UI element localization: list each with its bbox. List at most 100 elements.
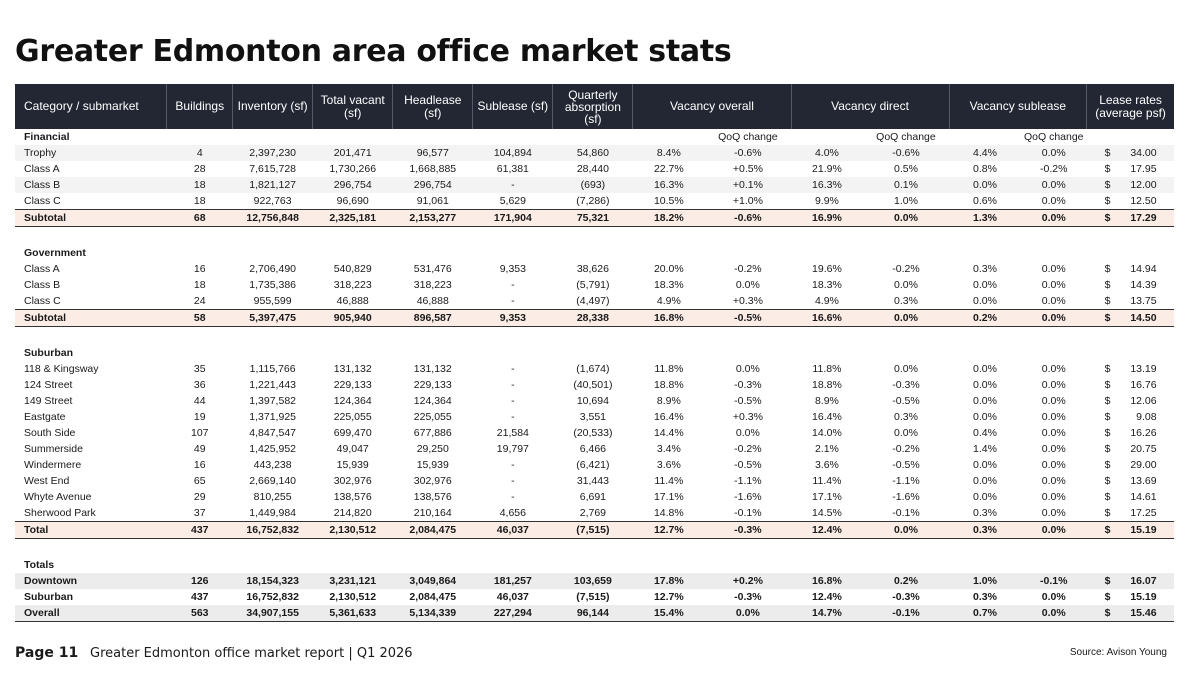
- cell-headlease: 531,476: [392, 261, 473, 277]
- table-row: Whyte Avenue 29 810,255 138,576 138,576-6,69…: [15, 489, 1174, 505]
- empty-cell: [167, 245, 233, 261]
- market-stats-table: Category / submarket Buildings Inventory…: [15, 84, 1174, 622]
- empty-cell: [633, 245, 705, 261]
- currency-symbol: $: [1104, 379, 1111, 391]
- cell-vacancy-overall: 18.3%: [653, 279, 684, 291]
- cell-lease-rate: $34.00: [1086, 145, 1174, 161]
- empty-cell: [393, 245, 473, 261]
- empty-cell: [705, 245, 791, 261]
- header-inventory: Inventory (sf): [232, 84, 313, 129]
- cell-vacancy-sublease-qoq: 0.0%: [1041, 591, 1066, 603]
- cell-absorption: 10,694: [552, 393, 633, 409]
- cell-vacancy-overall-qoq: -0.6%: [704, 209, 791, 227]
- cell-sublease: -: [472, 177, 553, 193]
- cell-vacancy-overall-qoq: -1.1%: [734, 475, 762, 487]
- cell-vacancy-overall-qoq: +0.1%: [704, 177, 791, 193]
- cell-vacancy-overall: 10.5%: [632, 193, 705, 210]
- cell-headlease: 5,134,339: [392, 605, 473, 622]
- cell-vacancy-overall-qoq: -1.6%: [704, 489, 791, 505]
- cell-vacancy-sublease: 0.3%: [973, 591, 997, 603]
- empty-cell: [167, 129, 233, 145]
- cell-vacancy-direct-qoq: 0.0%: [862, 361, 950, 377]
- cell-sublease: -: [472, 457, 553, 473]
- currency-symbol: $: [1104, 575, 1111, 587]
- cell-lease-rate: $13.19: [1086, 361, 1174, 377]
- cell-vacancy-direct-qoq: 0.2%: [862, 573, 950, 589]
- cell-vacancy-overall: 16.4%: [653, 411, 684, 423]
- cell-vacancy-overall: 22.7%: [632, 161, 705, 177]
- cell-lease-rate: $16.07: [1086, 573, 1174, 589]
- cell-lease-rate: $13.69: [1087, 473, 1174, 489]
- cell-label: Eastgate: [24, 411, 66, 423]
- cell-label: Suburban: [24, 591, 73, 603]
- cell-lease-rate: $14.50: [1086, 309, 1174, 327]
- cell-vacancy-overall-qoq: -0.3%: [704, 521, 791, 539]
- cell-vacancy-sublease: 0.6%: [949, 193, 1021, 210]
- cell-lease-rate: $13.75: [1086, 293, 1174, 310]
- cell-headlease: 96,577: [392, 145, 473, 161]
- cell-buildings: 563: [166, 605, 233, 622]
- cell-lease-rate: $14.61: [1086, 489, 1174, 505]
- cell-vacancy-sublease: 0.0%: [949, 489, 1021, 505]
- lease-rate-value: 12.00: [1130, 179, 1157, 191]
- empty-cell: [553, 557, 633, 573]
- lease-rate-value: 14.39: [1130, 279, 1157, 291]
- cell-total-vacant: 49,047: [336, 443, 369, 455]
- cell-absorption: 28,338: [552, 309, 633, 327]
- cell-vacancy-sublease: 0.8%: [949, 161, 1021, 177]
- cell-label: West End: [24, 475, 70, 487]
- empty-cell: [473, 557, 553, 573]
- cell-vacancy-sublease: 1.4%: [973, 443, 997, 455]
- empty-cell: [553, 245, 633, 261]
- currency-symbol: $: [1104, 163, 1111, 175]
- cell-vacancy-overall-qoq: 0.0%: [704, 361, 791, 377]
- cell-vacancy-sublease-qoq: 0.0%: [1020, 309, 1087, 327]
- cell-total-vacant: 229,133: [333, 379, 372, 391]
- cell-label: Subtotal: [15, 309, 167, 327]
- empty-cell: QoQ change: [1021, 129, 1087, 145]
- cell-sublease: -: [472, 361, 553, 377]
- lease-rate-value: 9.08: [1136, 411, 1157, 423]
- cell-vacancy-direct: 4.0%: [791, 145, 863, 161]
- cell-buildings: 37: [193, 507, 206, 519]
- cell-vacancy-direct-qoq: -0.1%: [892, 507, 920, 519]
- section-heading: Government: [24, 247, 86, 259]
- cell-vacancy-direct: 11.8%: [791, 361, 863, 377]
- header-vacancy-sublease: Vacancy sublease: [948, 84, 1087, 129]
- table-row: Summerside 49 1,425,952 49,047 29,250 19,797 6…: [15, 441, 1174, 457]
- cell-vacancy-sublease-qoq: -0.1%: [1020, 573, 1087, 589]
- cell-lease-rate: $15.19: [1087, 589, 1174, 605]
- cell-vacancy-overall: 11.4%: [654, 475, 684, 487]
- cell-vacancy-direct: 17.1%: [791, 489, 863, 505]
- currency-symbol: $: [1104, 491, 1111, 503]
- cell-buildings: 16: [166, 261, 233, 277]
- cell-vacancy-overall-qoq: +1.0%: [704, 193, 791, 210]
- cell-vacancy-sublease-qoq: 0.0%: [1041, 411, 1066, 423]
- empty-cell: [473, 129, 553, 145]
- cell-absorption: (40,501): [573, 379, 613, 391]
- cell-total-vacant: 1,730,266: [312, 161, 393, 177]
- empty-cell: [1087, 245, 1174, 261]
- lease-rate-value: 15.46: [1130, 607, 1157, 619]
- empty-cell: [313, 345, 393, 361]
- cell-label: Class C: [15, 193, 167, 210]
- table-row: Class A 16 2,706,490 540,829 531,476 9,353 38,…: [15, 261, 1174, 277]
- cell-buildings: 36: [193, 379, 206, 391]
- cell-total-vacant: 318,223: [333, 279, 372, 291]
- cell-vacancy-overall: 16.8%: [632, 309, 705, 327]
- empty-cell: [553, 345, 633, 361]
- qoq-change-label: QoQ change: [876, 131, 936, 143]
- table-row: Class B 18 1,735,386 318,223 318,223 - (5,791)…: [15, 277, 1174, 293]
- page-title: Greater Edmonton area office market stat…: [15, 34, 732, 69]
- cell-label: Windermere: [15, 457, 167, 473]
- cell-total-vacant: 2,325,181: [312, 209, 393, 227]
- cell-label: Subtotal: [15, 209, 167, 227]
- lease-rate-value: 12.06: [1130, 395, 1157, 407]
- cell-sublease: -: [511, 411, 515, 423]
- cell-total-vacant: 302,976: [333, 475, 372, 487]
- cell-vacancy-direct-qoq: 0.3%: [893, 411, 918, 423]
- currency-symbol: $: [1104, 591, 1111, 603]
- cell-vacancy-direct: 12.4%: [791, 521, 863, 539]
- cell-absorption: 54,860: [552, 145, 633, 161]
- cell-vacancy-direct: 8.9%: [791, 393, 863, 409]
